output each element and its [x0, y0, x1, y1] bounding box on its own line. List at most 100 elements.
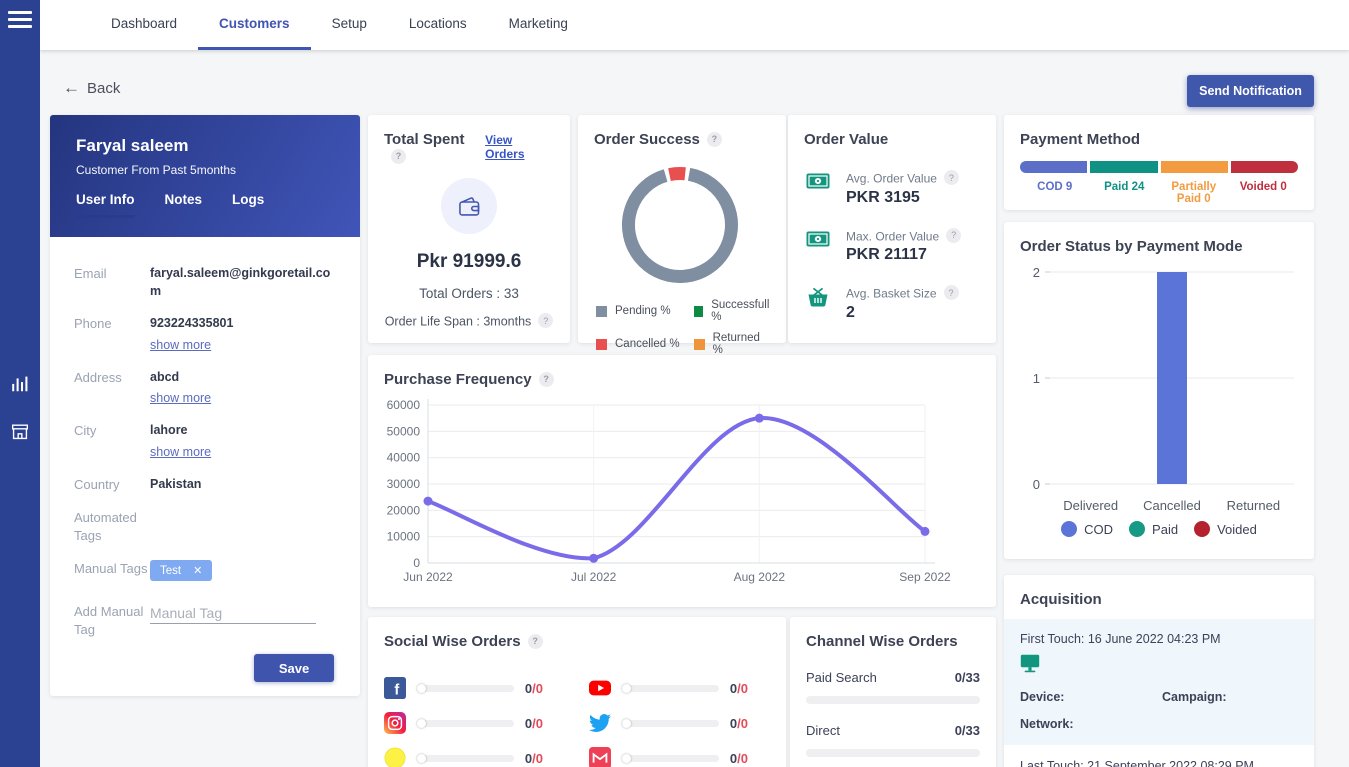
- progress-track: [417, 755, 514, 762]
- save-button[interactable]: Save: [254, 654, 334, 682]
- nav-item-dashboard[interactable]: Dashboard: [90, 0, 198, 50]
- progress-track: [417, 720, 514, 727]
- purchase-frequency-line-chart: 0100002000030000400005000060000Jun 2022J…: [376, 393, 986, 593]
- nav-item-locations[interactable]: Locations: [388, 0, 488, 50]
- svg-text:30000: 30000: [387, 477, 421, 491]
- order-status-card: Order Status by Payment Mode 012Delivere…: [1004, 222, 1314, 559]
- legend-item: Pending %: [596, 299, 694, 323]
- tab-user-info[interactable]: User Info: [76, 192, 135, 218]
- top-nav: Dashboard Customers Setup Locations Mark…: [40, 0, 1349, 50]
- legend-item: Cancelled %: [596, 332, 694, 356]
- analytics-icon[interactable]: [9, 372, 31, 394]
- show-more-link[interactable]: show more: [150, 445, 211, 459]
- svg-text:Jul 2022: Jul 2022: [571, 570, 617, 584]
- banknote-icon: [806, 230, 832, 253]
- svg-text:f: f: [394, 682, 399, 698]
- svg-text:60000: 60000: [387, 398, 421, 412]
- donut-legend: Pending %Successfull %Cancelled %Returne…: [594, 299, 770, 356]
- first-touch-block: First Touch: 16 June 2022 04:23 PM Devic…: [1004, 619, 1314, 745]
- nav-item-customers[interactable]: Customers: [198, 0, 311, 50]
- social-orders-grid: f 0/0 0/0 0/0 0/0 0/0 0/0: [384, 677, 770, 767]
- channel-row-paid-search: Paid Search 0/33: [806, 670, 980, 704]
- social-wise-orders-card: Social Wise Orders f 0/0 0/0 0/0 0/0 0/0…: [368, 617, 786, 767]
- field-automated-tags: Automated Tags: [74, 509, 338, 545]
- payment-label-paid: Paid 24: [1090, 181, 1160, 205]
- help-icon[interactable]: [946, 228, 961, 243]
- view-orders-link[interactable]: View Orders: [485, 133, 554, 161]
- order-success-title: Order Success: [594, 131, 722, 148]
- basket-icon: [806, 287, 832, 314]
- progress-track: [417, 685, 514, 692]
- help-icon[interactable]: [944, 170, 959, 185]
- svg-text:1: 1: [1033, 371, 1040, 386]
- menu-icon[interactable]: [8, 11, 32, 31]
- payment-method-title: Payment Method: [1020, 131, 1140, 148]
- help-icon[interactable]: [528, 634, 543, 649]
- nav-item-setup[interactable]: Setup: [311, 0, 388, 50]
- customer-card: Faryal saleem Customer From Past 5months…: [50, 115, 360, 696]
- social-count: 0/0: [730, 716, 748, 731]
- help-icon[interactable]: [944, 285, 959, 300]
- payment-segment-partially-paid: [1161, 161, 1228, 173]
- channel-row-direct: Direct 0/33: [806, 723, 980, 757]
- snapchat-icon: [384, 747, 406, 767]
- channel-orders-list: Paid Search 0/33 Direct 0/33: [806, 670, 980, 757]
- social-wise-orders-title: Social Wise Orders: [384, 633, 543, 650]
- device-label: Device:: [1020, 690, 1162, 704]
- store-icon[interactable]: [9, 421, 31, 443]
- back-link[interactable]: Back: [63, 78, 120, 98]
- customer-subtitle: Customer From Past 5months: [76, 163, 334, 177]
- last-touch: Last Touch: 21 September 2022 08:29 PM: [1004, 745, 1314, 767]
- tag-chip: Test: [150, 560, 212, 581]
- wallet-icon: [441, 178, 497, 234]
- svg-text:Delivered: Delivered: [1063, 498, 1118, 513]
- field-city: City lahore show more: [74, 422, 338, 461]
- svg-text:50000: 50000: [387, 424, 421, 438]
- help-icon[interactable]: [391, 149, 406, 164]
- total-spent-card: Total Spent View Orders Pkr 91999.6 Tota…: [368, 115, 570, 343]
- tab-notes[interactable]: Notes: [165, 192, 203, 218]
- show-more-link[interactable]: show more: [150, 338, 211, 352]
- customer-name: Faryal saleem: [76, 136, 334, 156]
- payment-method-card: Payment Method COD 9Paid 24Partially Pai…: [1004, 115, 1314, 210]
- purchase-frequency-title: Purchase Frequency: [376, 371, 554, 388]
- field-address: Address abcd show more: [74, 369, 338, 408]
- social-row-gmail: 0/0: [589, 747, 748, 767]
- avg-basket-size-row: Avg. Basket Size 2: [806, 285, 980, 322]
- show-more-link[interactable]: show more: [150, 391, 211, 405]
- order-success-card: Order Success Pending %Successfull %Canc…: [578, 115, 786, 343]
- facebook-icon: f: [384, 677, 406, 699]
- purchase-frequency-card: Purchase Frequency 010000200003000040000…: [368, 355, 996, 607]
- svg-text:0: 0: [1033, 477, 1040, 492]
- avg-basket-size: 2: [846, 304, 959, 322]
- tab-logs[interactable]: Logs: [232, 192, 264, 218]
- social-row-snapchat: 0/0: [384, 747, 543, 767]
- nav-item-marketing[interactable]: Marketing: [488, 0, 589, 50]
- order-success-donut-chart: [594, 155, 770, 295]
- field-manual-tags: Manual Tags Test: [74, 560, 338, 581]
- social-row-facebook: f 0/0: [384, 677, 543, 699]
- customer-tabs: User Info Notes Logs: [76, 192, 334, 218]
- payment-label-partially-paid: Partially Paid 0: [1159, 181, 1229, 205]
- help-icon[interactable]: [539, 372, 554, 387]
- max-order-value-row: Max. Order Value PKR 21117: [806, 228, 980, 265]
- help-icon[interactable]: [707, 132, 722, 147]
- max-order-value: PKR 21117: [846, 246, 961, 264]
- social-row-twitter: 0/0: [589, 712, 748, 734]
- progress-track: [622, 685, 719, 692]
- help-icon[interactable]: [538, 313, 553, 328]
- svg-text:10000: 10000: [387, 530, 421, 544]
- payment-method-bar: [1020, 161, 1298, 173]
- social-row-youtube: 0/0: [589, 677, 748, 699]
- payment-segment-cod: [1020, 161, 1087, 173]
- payment-segment-voided: [1231, 161, 1298, 173]
- payment-label-voided: Voided 0: [1229, 181, 1299, 205]
- instagram-icon: [384, 712, 406, 734]
- campaign-label: Campaign:: [1162, 690, 1227, 704]
- send-notification-button[interactable]: Send Notification: [1187, 75, 1314, 107]
- legend-item: Paid: [1129, 521, 1178, 537]
- remove-tag-icon[interactable]: [193, 564, 202, 577]
- customer-card-header: Faryal saleem Customer From Past 5months…: [50, 115, 360, 237]
- manual-tag-input[interactable]: [150, 603, 316, 624]
- channel-count: 0/33: [955, 723, 980, 738]
